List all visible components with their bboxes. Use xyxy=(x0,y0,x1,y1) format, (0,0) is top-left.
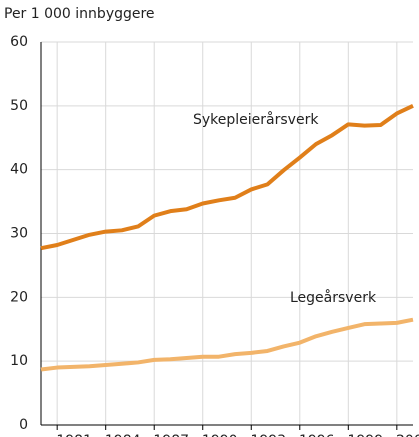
x-tick-label: 1996 xyxy=(299,433,335,437)
y-tick-label: 50 xyxy=(10,98,28,114)
y-tick-label: 0 xyxy=(19,417,28,433)
series-label: Legeårsverk xyxy=(290,289,377,306)
series-line xyxy=(40,104,414,251)
y-tick-label: 10 xyxy=(10,353,28,369)
y-tick-label: 40 xyxy=(10,162,28,178)
x-tick-label: 1987 xyxy=(153,433,189,437)
y-tick-label: 60 xyxy=(10,34,28,50)
x-tick-label: 2002 xyxy=(396,433,419,437)
series-line xyxy=(40,317,414,372)
x-tick-label: 1990 xyxy=(202,433,238,437)
x-tick-label: 1993 xyxy=(250,433,286,437)
y-tick-label: 20 xyxy=(10,289,28,305)
y-axis-label: Per 1 000 innbyggere xyxy=(4,6,155,22)
x-tick-label: 1984 xyxy=(105,433,141,437)
series-label: Sykepleierårsverk xyxy=(193,111,319,128)
x-tick-label: 1999 xyxy=(347,433,383,437)
x-tick-label: 1981 xyxy=(56,433,92,437)
y-tick-label: 30 xyxy=(10,226,28,242)
